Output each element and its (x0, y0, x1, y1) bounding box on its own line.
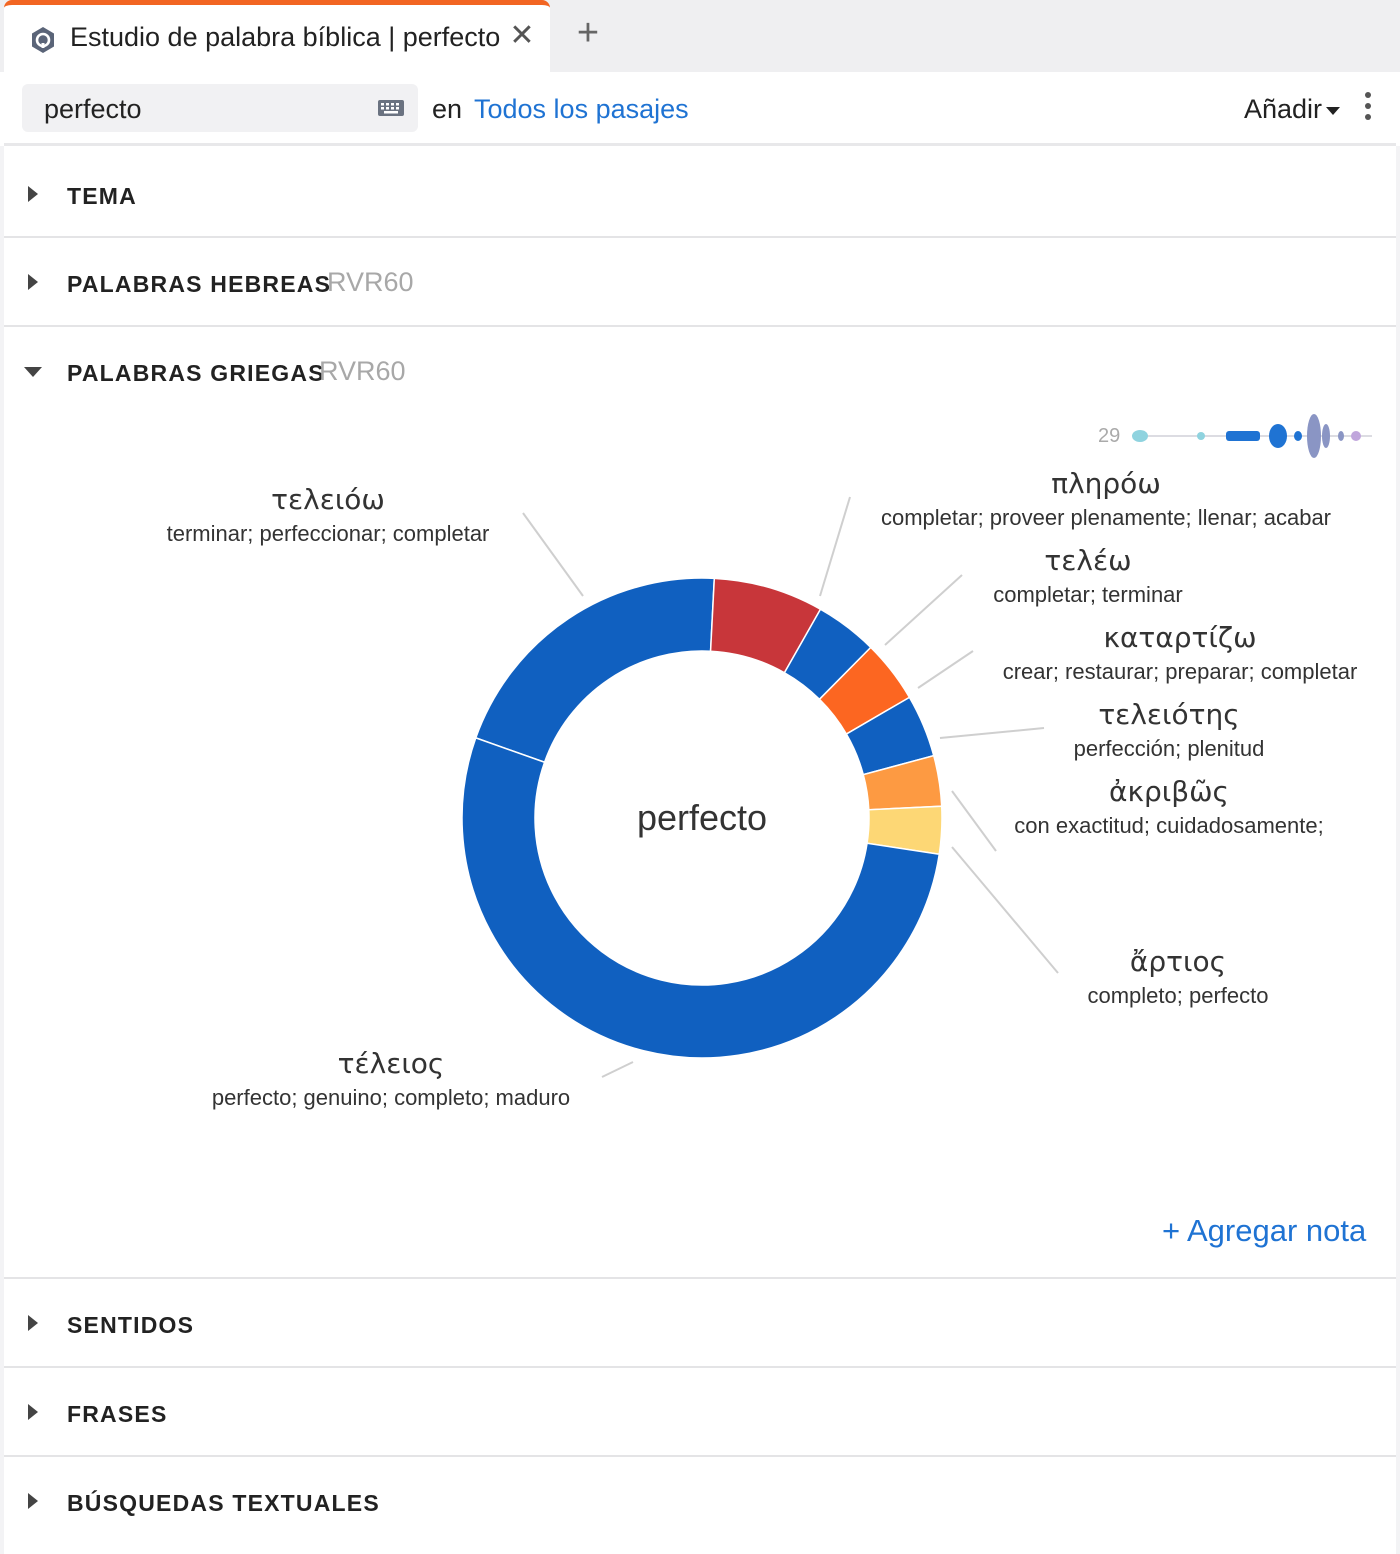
scope-link[interactable]: Todos los pasajes (474, 94, 689, 124)
section-title: PALABRAS GRIEGAS (67, 360, 325, 386)
greek-words-donut-chart (461, 414, 1372, 1078)
gloss: completo; perfecto (1087, 983, 1269, 1008)
section-title: FRASES (67, 1401, 168, 1427)
greek-word-label[interactable]: τελέω completar; terminar (982, 544, 1194, 608)
section-hebrew-words: PALABRAS HEBREAS RVR60 (4, 238, 1396, 327)
section-title: SENTIDOS (67, 1312, 195, 1338)
greek-word-label[interactable]: ἀκριβῶς con exactitud; cuidadosamente; (1006, 775, 1332, 839)
section-title: TEMA (67, 183, 137, 209)
expand-icon (28, 1315, 38, 1331)
section-header-tema[interactable]: TEMA (4, 150, 1396, 238)
right-border (1396, 146, 1400, 1554)
chart-center-label: perfecto (636, 797, 768, 838)
greek-word-label[interactable]: καταρτίζω crear; restaurar; preparar; co… (994, 621, 1366, 685)
section-header-greek[interactable]: PALABRAS GRIEGAS RVR60 (4, 327, 1396, 415)
gloss: completar; terminar (993, 582, 1183, 607)
gloss: perfección; plenitud (1073, 736, 1265, 761)
section-tema: TEMA (4, 150, 1396, 238)
in-label: en (432, 94, 463, 124)
greek-lemma: πληρόω (1051, 467, 1161, 500)
gloss: completar; proveer plenamente; llenar; a… (880, 505, 1332, 530)
close-icon[interactable]: ✕ (509, 19, 535, 52)
leader-line (819, 496, 851, 597)
donut-slice[interactable] (461, 736, 941, 1059)
keyboard-icon[interactable] (378, 98, 404, 118)
section-senses: SENTIDOS (4, 1279, 1396, 1368)
donut-slice[interactable] (474, 577, 716, 764)
gloss: terminar; perfeccionar; completar (166, 521, 490, 546)
occurrence-count: 29 (1098, 425, 1121, 447)
search-input[interactable]: perfecto (22, 84, 418, 132)
tab-bar: Estudio de palabra bíblica | perfecto ✕ … (0, 0, 1400, 72)
search-toolbar: perfecto en Todos los pasajes Añadir (4, 72, 1396, 146)
greek-word-label[interactable]: τελειόω terminar; perfeccionar; completa… (158, 483, 498, 547)
greek-lemma: τελειόω (271, 483, 385, 516)
gloss: crear; restaurar; preparar; completar (1002, 659, 1358, 684)
expand-icon (28, 1493, 38, 1509)
section-title: BÚSQUEDAS TEXTUALES (67, 1490, 380, 1516)
leader-line (951, 790, 997, 852)
gloss: con exactitud; cuidadosamente; (1014, 813, 1324, 838)
logos-app-icon (32, 27, 54, 53)
greek-lemma: ἀκριβῶς (1109, 775, 1229, 808)
occurrence-sparkline[interactable] (1132, 414, 1372, 458)
greek-lemma: ἄρτιος (1129, 945, 1227, 978)
add-dropdown[interactable]: Añadir (1244, 94, 1341, 125)
expand-icon (28, 274, 38, 290)
add-label: Añadir (1244, 94, 1323, 124)
leader-line (939, 727, 1045, 739)
section-header-senses[interactable]: SENTIDOS (4, 1279, 1396, 1367)
caret-down-icon (1326, 106, 1341, 115)
more-options-icon[interactable] (1360, 92, 1376, 126)
bible-version-label[interactable]: RVR60 (319, 356, 406, 386)
leader-line (522, 512, 584, 597)
bible-version-label[interactable]: RVR60 (327, 267, 414, 297)
section-phrases: FRASES (4, 1368, 1396, 1457)
greek-word-label[interactable]: πληρόω completar; proveer plenamente; ll… (870, 467, 1342, 531)
greek-word-label[interactable]: ἄρτιος completo; perfecto (1080, 945, 1276, 1009)
section-title: PALABRAS HEBREAS (67, 271, 332, 297)
greek-word-label[interactable]: τελειότης perfección; plenitud (1066, 698, 1272, 762)
collapse-icon (24, 367, 42, 377)
greek-lemma: καταρτίζω (1103, 621, 1257, 654)
section-greek-words: PALABRAS GRIEGAS RVR60 29 per (4, 327, 1396, 1279)
new-tab-button[interactable]: + (576, 12, 600, 54)
leader-line (601, 1061, 634, 1078)
greek-lemma: τελέω (1044, 544, 1132, 577)
leader-line (917, 650, 974, 689)
search-value: perfecto (44, 94, 142, 124)
expand-icon (28, 1404, 38, 1420)
leader-line (884, 574, 963, 646)
section-header-text-searches[interactable]: BÚSQUEDAS TEXTUALES (4, 1457, 1396, 1545)
greek-word-label[interactable]: τέλειος perfecto; genuino; completo; mad… (202, 1047, 580, 1111)
section-header-hebrew[interactable]: PALABRAS HEBREAS RVR60 (4, 238, 1396, 326)
add-note-link[interactable]: + Agregar nota (1162, 1213, 1367, 1248)
active-tab[interactable]: Estudio de palabra bíblica | perfecto ✕ (4, 0, 550, 72)
left-border (0, 146, 4, 1554)
section-header-phrases[interactable]: FRASES (4, 1368, 1396, 1456)
leader-line (951, 846, 1059, 974)
tab-title: Estudio de palabra bíblica | perfecto (70, 22, 501, 52)
greek-lemma: τελειότης (1098, 698, 1240, 731)
section-text-searches: BÚSQUEDAS TEXTUALES (4, 1457, 1396, 1554)
expand-icon (28, 186, 38, 202)
gloss: perfecto; genuino; completo; maduro (211, 1085, 571, 1110)
greek-lemma: τέλειος (337, 1047, 445, 1080)
